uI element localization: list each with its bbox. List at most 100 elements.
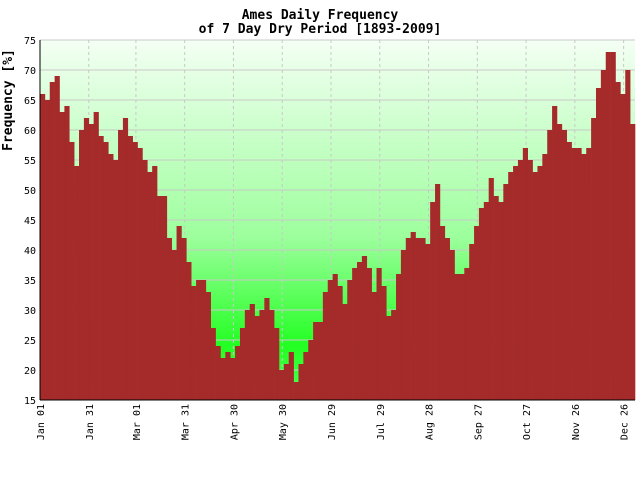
bar: [620, 94, 626, 400]
bar: [210, 328, 216, 400]
bar: [166, 238, 172, 400]
x-tick-label: Jul 29: [376, 404, 387, 440]
bar: [556, 124, 563, 400]
x-tick-label: Jun 29: [327, 404, 338, 440]
bar: [381, 286, 387, 400]
x-tick-label: Dec 26: [620, 404, 631, 440]
bar: [591, 118, 597, 400]
bar: [561, 130, 568, 400]
bar: [337, 286, 343, 400]
y-tick-label: 35: [24, 276, 36, 287]
bar: [630, 124, 636, 400]
bar: [357, 262, 363, 400]
bar: [527, 160, 533, 400]
bar: [425, 244, 431, 400]
bar: [103, 142, 109, 400]
bar: [225, 352, 231, 400]
bar: [161, 196, 168, 400]
bar: [303, 352, 309, 400]
y-tick-label: 20: [24, 366, 36, 377]
chart-subtitle: of 7 Day Dry Period [1893-2009]: [199, 22, 442, 37]
bar: [239, 328, 246, 400]
bar: [571, 148, 577, 400]
bar: [264, 298, 270, 400]
bar: [44, 100, 51, 400]
bar: [40, 94, 46, 400]
bar: [69, 142, 75, 400]
bar: [400, 250, 407, 400]
y-tick-label: 70: [24, 66, 36, 77]
bar: [88, 124, 94, 400]
x-tick-label: Jan 01: [36, 404, 47, 440]
bar: [274, 328, 280, 400]
bar: [459, 274, 465, 400]
bar: [200, 280, 207, 400]
bar: [552, 106, 558, 400]
bar: [332, 274, 338, 400]
bar: [537, 166, 543, 400]
bar: [615, 82, 621, 400]
bar: [542, 154, 548, 400]
bar: [186, 262, 192, 400]
bar: [308, 340, 314, 400]
bar: [488, 178, 494, 400]
x-tick-label: Aug 28: [425, 404, 436, 440]
bar: [517, 160, 524, 400]
bar: [118, 130, 124, 400]
bar: [317, 322, 324, 400]
bar: [147, 172, 153, 400]
bar: [49, 82, 55, 400]
bar: [415, 238, 421, 400]
bar: [586, 148, 592, 400]
x-tick-label: Nov 26: [571, 404, 582, 440]
bar: [108, 154, 114, 400]
bar: [59, 112, 65, 400]
bar: [176, 226, 182, 400]
y-tick-label: 50: [24, 186, 36, 197]
x-tick-label: Mar 01: [132, 404, 143, 440]
bar: [113, 160, 119, 400]
bar: [352, 268, 358, 400]
x-tick-label: May 30: [278, 404, 289, 440]
bar: [513, 166, 519, 400]
bar: [342, 304, 348, 400]
bar: [327, 280, 333, 400]
y-tick-label: 15: [24, 396, 36, 407]
x-tick-label: Mar 31: [181, 404, 192, 440]
bar: [142, 160, 148, 400]
bar: [410, 232, 416, 400]
bar: [503, 184, 509, 400]
bar: [254, 316, 260, 400]
bar: [181, 238, 187, 400]
bar: [581, 154, 587, 400]
bar: [435, 184, 441, 400]
bar: [366, 268, 372, 400]
y-tick-label: 30: [24, 306, 36, 317]
bar: [205, 292, 211, 400]
bar: [430, 202, 436, 400]
bar: [493, 196, 499, 400]
x-tick-label: Jan 31: [85, 404, 96, 440]
bar: [391, 310, 397, 400]
bar: [522, 148, 529, 400]
bar: [137, 148, 143, 400]
bar: [288, 352, 294, 400]
bar: [64, 106, 70, 400]
bar: [196, 280, 202, 400]
bar: [396, 274, 402, 400]
bar: [439, 226, 446, 400]
bar: [230, 358, 236, 400]
bar: [269, 310, 275, 400]
bar: [600, 70, 607, 400]
bar: [595, 88, 602, 400]
bar: [54, 76, 60, 400]
bar: [244, 310, 251, 400]
y-tick-label: 65: [24, 96, 36, 107]
bar: [405, 238, 411, 400]
bar: [235, 346, 241, 400]
bar: [376, 268, 382, 400]
bar: [298, 364, 304, 400]
bar: [498, 202, 504, 400]
bar: [347, 280, 353, 400]
